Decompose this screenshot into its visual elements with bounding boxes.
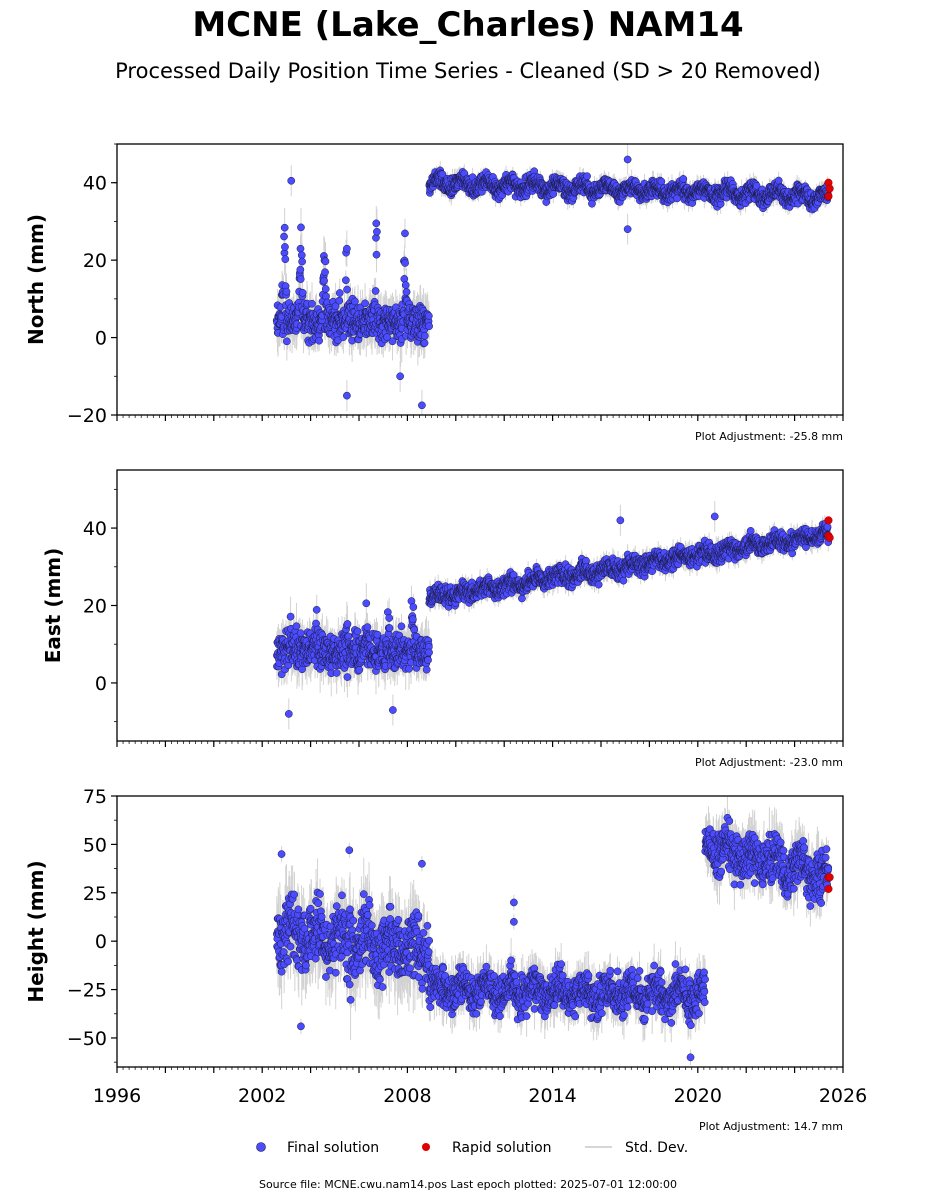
- final-point: [281, 243, 289, 251]
- chart-title: MCNE (Lake_Charles) NAM14: [192, 5, 743, 45]
- final-point: [373, 227, 381, 236]
- final-point: [321, 268, 329, 277]
- y-tick-label: 40: [83, 173, 107, 195]
- final-point: [283, 337, 291, 346]
- final-point: [418, 401, 426, 410]
- final-point: [343, 244, 351, 253]
- panel-0: −20 0 20 40 North (mm) Plot Adjustment: -25.8…: [24, 143, 844, 443]
- final-point: [623, 155, 632, 164]
- final-point: [281, 255, 290, 264]
- y-tick-label: −20: [67, 405, 107, 427]
- final-point: [583, 172, 591, 181]
- final-point: [280, 232, 288, 241]
- final-point: [343, 285, 351, 294]
- rapid-point: [824, 192, 833, 201]
- final-point: [372, 250, 381, 259]
- final-point: [401, 281, 410, 289]
- final-point: [343, 391, 351, 400]
- final-point: [420, 332, 429, 340]
- final-point: [396, 372, 404, 381]
- final-point: [320, 276, 328, 285]
- final-point: [351, 297, 359, 306]
- final-point: [402, 288, 411, 296]
- final-point: [549, 190, 558, 198]
- y-tick-label: 20: [83, 250, 107, 272]
- final-point: [420, 339, 429, 347]
- final-point: [371, 287, 380, 295]
- final-point: [335, 296, 344, 305]
- final-point: [296, 244, 305, 253]
- final-point: [623, 225, 632, 234]
- final-point: [657, 177, 666, 186]
- final-point: [335, 289, 344, 297]
- final-point: [280, 223, 289, 232]
- final-point: [774, 176, 783, 185]
- final-point: [341, 276, 350, 285]
- final-point: [424, 312, 433, 320]
- final-point: [296, 265, 305, 274]
- final-point: [331, 302, 340, 311]
- final-point: [282, 287, 291, 296]
- rapid-point: [825, 184, 834, 193]
- final-point: [287, 176, 296, 185]
- final-point: [297, 223, 305, 232]
- final-point: [298, 288, 307, 297]
- final-solution-points: [272, 155, 833, 410]
- y-axis-label: North (mm): [24, 214, 48, 345]
- final-point: [308, 299, 316, 308]
- plot-area: [273, 500, 834, 730]
- final-point: [321, 285, 330, 293]
- final-point: [298, 257, 306, 266]
- final-point: [339, 333, 348, 341]
- plot-adjustment-note: Plot Adjustment: -25.8 mm: [695, 430, 843, 443]
- final-point: [315, 336, 323, 345]
- final-point: [679, 175, 688, 183]
- final-point: [297, 251, 306, 260]
- final-point: [388, 337, 397, 346]
- final-point: [401, 259, 409, 267]
- final-point: [321, 257, 330, 266]
- final-point: [361, 299, 369, 308]
- panels: −20 0 20 40 North (mm) Plot Adjustment: -25.8…: [24, 143, 867, 1133]
- chart-subtitle: Processed Daily Position Time Series - C…: [115, 59, 821, 83]
- final-point: [296, 275, 305, 283]
- final-point: [322, 292, 330, 301]
- y-tick-label: 0: [95, 328, 107, 350]
- final-point: [383, 333, 391, 341]
- final-point: [372, 219, 381, 228]
- final-point: [401, 229, 409, 238]
- rapid-solution-points: [824, 178, 834, 201]
- plot-area: [272, 144, 834, 415]
- final-point: [425, 322, 433, 331]
